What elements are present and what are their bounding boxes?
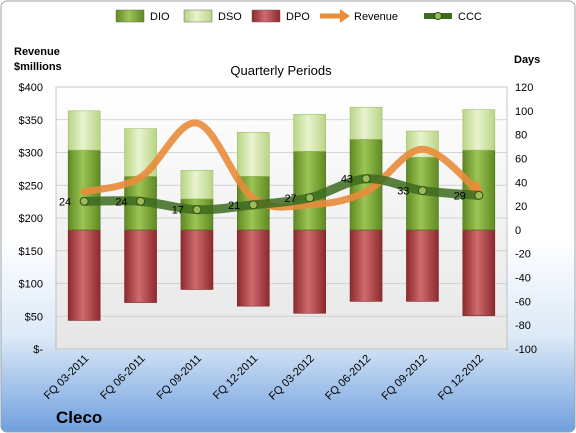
legend-label-dpo: DPO xyxy=(286,11,310,23)
left-tick-label: $200 xyxy=(19,213,43,225)
bar-dpo xyxy=(124,229,157,303)
right-axis-title: Days xyxy=(514,54,540,66)
right-tick-label: -40 xyxy=(515,273,531,285)
right-tick-label: 100 xyxy=(515,106,533,118)
left-tick-label: $250 xyxy=(19,180,43,192)
right-tick-label: 80 xyxy=(515,130,527,142)
bar-dso xyxy=(180,170,214,200)
left-tick-label: $400 xyxy=(19,82,43,94)
left-tick-label: $150 xyxy=(19,246,43,258)
left-axis-title-line1: Revenue xyxy=(14,46,60,58)
legend-label-revenue: Revenue xyxy=(354,11,398,23)
bar-dpo xyxy=(406,229,439,302)
ccc-data-label: 21 xyxy=(228,200,240,212)
right-tick-label: -80 xyxy=(515,320,531,332)
company-name: Cleco xyxy=(56,408,102,427)
bar-dpo xyxy=(67,229,101,321)
legend-swatch-ccc-dot xyxy=(434,12,442,20)
left-tick-label: $100 xyxy=(19,279,43,291)
ccc-data-label: 29 xyxy=(454,190,466,202)
bar-dpo xyxy=(180,229,214,290)
legend-swatch-dso xyxy=(183,9,213,23)
bar-dpo xyxy=(462,229,496,316)
right-tick-label: 0 xyxy=(515,225,521,237)
left-tick-label: $- xyxy=(33,344,43,356)
right-tick-label: -100 xyxy=(515,344,537,356)
line-layer: 24 24 17 21 27 43 33 29 xyxy=(59,119,484,217)
ccc-data-label: 33 xyxy=(397,186,409,198)
right-axis-ticks: -100 -80 -60 -40 -20 0 20 40 60 80 100 120 xyxy=(515,82,537,356)
legend-label-ccc: CCC xyxy=(458,11,482,23)
ccc-data-label: 24 xyxy=(115,196,127,208)
left-tick-label: $50 xyxy=(25,311,43,323)
bar-dio xyxy=(180,198,214,231)
bar-dso xyxy=(349,106,383,140)
bar-dso xyxy=(67,110,101,151)
left-axis-title-line2: $millions xyxy=(14,61,62,73)
bar-dso xyxy=(237,131,270,177)
bar-dso xyxy=(462,109,496,151)
ccc-point xyxy=(305,193,315,203)
legend-swatch-dpo xyxy=(251,9,281,23)
left-axis-ticks: $- $50 $100 $150 $200 $250 $300 $350 $400 xyxy=(19,82,44,356)
bar-dpo xyxy=(237,229,270,307)
ccc-point xyxy=(79,196,89,206)
ccc-data-label: 24 xyxy=(59,196,71,208)
left-tick-label: $350 xyxy=(19,115,43,127)
right-tick-label: -60 xyxy=(515,296,531,308)
ccc-point xyxy=(474,190,484,200)
right-tick-label: 40 xyxy=(515,177,527,189)
ccc-point xyxy=(136,196,146,206)
right-tick-label: -20 xyxy=(515,249,531,261)
legend-swatch-revenue-arrow xyxy=(340,9,350,23)
ccc-line xyxy=(79,174,484,215)
legend-label-dso: DSO xyxy=(218,11,242,23)
bar-dso xyxy=(293,114,326,152)
ccc-data-label: 27 xyxy=(284,193,296,205)
ccc-data-label: 43 xyxy=(341,174,353,186)
legend: DIO DSO DPO Revenue CCC xyxy=(115,9,482,23)
ccc-data-label: 17 xyxy=(172,205,184,217)
right-tick-label: 60 xyxy=(515,153,527,165)
ccc-point xyxy=(361,174,371,184)
legend-swatch-dio xyxy=(115,9,145,23)
left-tick-label: $300 xyxy=(19,148,43,160)
right-tick-label: 120 xyxy=(515,82,533,94)
ccc-point xyxy=(248,200,258,210)
ccc-point xyxy=(192,205,202,215)
right-tick-label: 20 xyxy=(515,201,527,213)
bar-dpo xyxy=(293,229,326,314)
bar-dpo xyxy=(349,229,383,302)
ccc-point xyxy=(417,186,427,196)
chart-title: Quarterly Periods xyxy=(230,63,332,78)
legend-label-dio: DIO xyxy=(150,11,170,23)
